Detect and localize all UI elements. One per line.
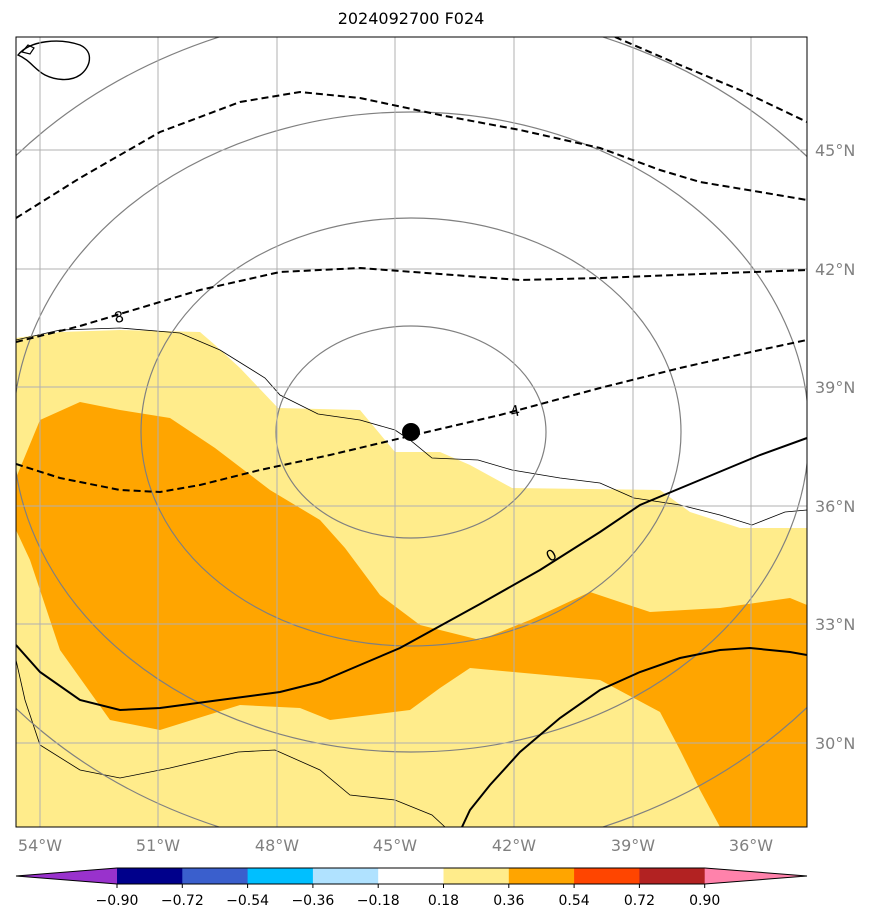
colorbar-tick-label: −0.90 — [96, 893, 139, 909]
dashed-contour-4 — [16, 339, 807, 494]
island-outline-2 — [20, 44, 35, 55]
lon-label-36w: 36°W — [729, 836, 773, 855]
gray-contour-3 — [16, 111, 807, 753]
colorbar-swatch — [182, 868, 249, 884]
colorbar-swatch — [443, 868, 510, 884]
lon-label-39w: 39°W — [611, 836, 655, 855]
coastline — [16, 327, 807, 526]
lat-label-36n: 36°N — [815, 497, 855, 516]
colorbar-tick-label: −0.36 — [291, 893, 334, 909]
dashed-contour-upper — [16, 90, 807, 219]
colorbar-tick-label: 0.90 — [689, 893, 720, 909]
colorbar-tick-label: 0.72 — [624, 893, 655, 909]
colorbar-swatch — [639, 868, 706, 884]
colorbar-swatch — [508, 868, 575, 884]
solid-contour-0 — [16, 437, 807, 712]
lat-label-42n: 42°N — [815, 260, 855, 279]
lon-label-51w: 51°W — [136, 836, 180, 855]
colorbar-swatch — [378, 868, 444, 884]
graticule — [16, 37, 807, 827]
lat-label-30n: 30°N — [815, 734, 855, 753]
contour-label-8: 8 — [112, 307, 125, 327]
colorbar-tick-label: −0.72 — [161, 893, 204, 909]
colorbar-tick-label: 0.36 — [493, 893, 524, 909]
colorbar-swatch — [574, 868, 640, 884]
lat-label-39n: 39°N — [815, 378, 855, 397]
map-title: 2024092700 F024 — [337, 9, 485, 28]
island-outline — [16, 40, 91, 81]
lon-label-48w: 48°W — [255, 836, 299, 855]
colorbar-tick-label: 0.54 — [559, 893, 590, 909]
colorbar: −0.90 −0.72 −0.54 −0.36 −0.18 0.18 0.36 0.54 0.7… — [15, 867, 808, 909]
gray-contour-1 — [275, 325, 547, 539]
lon-label-42w: 42°W — [492, 836, 536, 855]
lat-label-45n: 45°N — [815, 141, 855, 160]
dashed-contour-8 — [16, 266, 807, 343]
shading-orange — [16, 402, 807, 827]
storm-center-marker — [402, 423, 420, 441]
lon-label-45w: 45°W — [373, 836, 417, 855]
map-frame — [15, 36, 808, 828]
colorbar-tick-label: −0.18 — [357, 893, 400, 909]
colorbar-swatch — [247, 868, 314, 884]
colorbar-swatch — [312, 868, 379, 884]
colorbar-extend-min — [16, 868, 117, 884]
gray-contour-2 — [140, 217, 682, 647]
colorbar-tick-label: 0.18 — [428, 893, 459, 909]
solid-contours — [16, 437, 807, 827]
solid-contour-south — [461, 646, 807, 827]
colorbar-swatch — [117, 868, 183, 884]
dashed-contours — [16, 37, 807, 494]
colorbar-extend-max — [704, 868, 807, 884]
dashed-contour-top-right — [614, 37, 807, 123]
lat-label-33n: 33°N — [815, 615, 855, 634]
lon-label-54w: 54°W — [18, 836, 62, 855]
contour-label-4: 4 — [508, 401, 521, 421]
colorbar-tick-label: −0.54 — [226, 893, 269, 909]
